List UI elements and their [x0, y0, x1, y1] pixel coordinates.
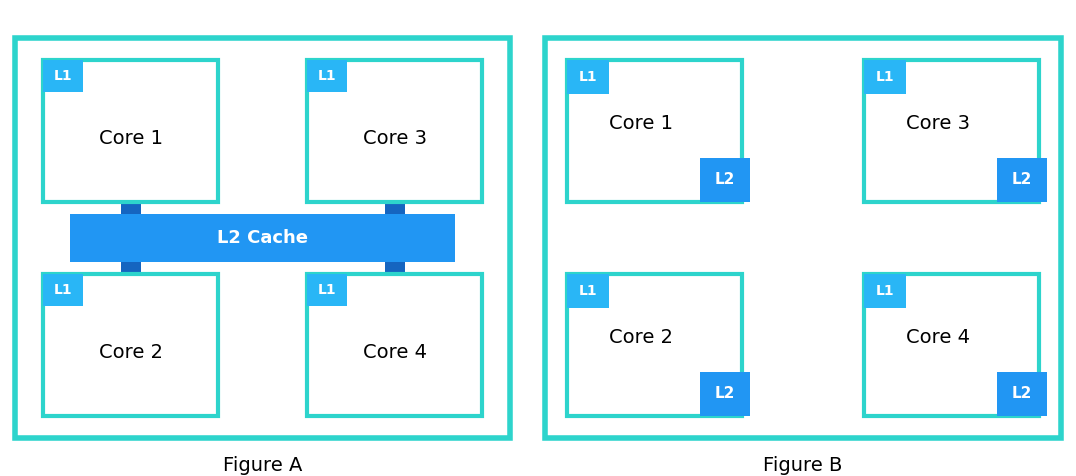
FancyBboxPatch shape	[15, 38, 510, 438]
Text: L2: L2	[1011, 172, 1032, 188]
FancyBboxPatch shape	[997, 372, 1047, 416]
Text: L1: L1	[876, 70, 894, 84]
FancyBboxPatch shape	[567, 274, 742, 416]
FancyBboxPatch shape	[43, 60, 83, 92]
FancyBboxPatch shape	[307, 60, 482, 202]
Text: L2: L2	[714, 172, 735, 188]
Text: L2 Cache: L2 Cache	[217, 229, 308, 247]
FancyBboxPatch shape	[546, 38, 1061, 438]
FancyBboxPatch shape	[121, 202, 141, 214]
FancyBboxPatch shape	[567, 60, 742, 202]
Text: L1: L1	[876, 284, 894, 298]
FancyBboxPatch shape	[997, 158, 1047, 202]
FancyBboxPatch shape	[384, 262, 405, 274]
FancyBboxPatch shape	[307, 274, 482, 416]
Text: Core 2: Core 2	[609, 328, 672, 347]
Text: L1: L1	[317, 69, 337, 83]
FancyBboxPatch shape	[700, 372, 750, 416]
Text: Figure A: Figure A	[223, 456, 302, 475]
Text: L2: L2	[1011, 387, 1032, 401]
Text: Core 2: Core 2	[99, 343, 162, 362]
Text: Core 1: Core 1	[609, 114, 672, 133]
Text: L2: L2	[714, 387, 735, 401]
FancyBboxPatch shape	[70, 214, 455, 262]
FancyBboxPatch shape	[307, 60, 346, 92]
Text: Core 3: Core 3	[363, 129, 426, 148]
Text: L1: L1	[54, 283, 72, 297]
Text: L1: L1	[579, 70, 597, 84]
FancyBboxPatch shape	[567, 60, 609, 94]
FancyBboxPatch shape	[43, 274, 83, 306]
FancyBboxPatch shape	[700, 158, 750, 202]
FancyBboxPatch shape	[43, 274, 218, 416]
FancyBboxPatch shape	[864, 274, 1039, 416]
Text: Core 4: Core 4	[363, 343, 426, 362]
FancyBboxPatch shape	[384, 202, 405, 214]
FancyBboxPatch shape	[43, 60, 218, 202]
Text: L1: L1	[317, 283, 337, 297]
FancyBboxPatch shape	[864, 274, 906, 308]
Text: Core 3: Core 3	[906, 114, 969, 133]
Text: L1: L1	[579, 284, 597, 298]
FancyBboxPatch shape	[864, 60, 906, 94]
FancyBboxPatch shape	[307, 274, 346, 306]
Text: L1: L1	[54, 69, 72, 83]
Text: Core 1: Core 1	[99, 129, 162, 148]
FancyBboxPatch shape	[121, 262, 141, 274]
Text: Core 4: Core 4	[906, 328, 969, 347]
FancyBboxPatch shape	[567, 274, 609, 308]
FancyBboxPatch shape	[864, 60, 1039, 202]
Text: Figure B: Figure B	[763, 456, 843, 475]
